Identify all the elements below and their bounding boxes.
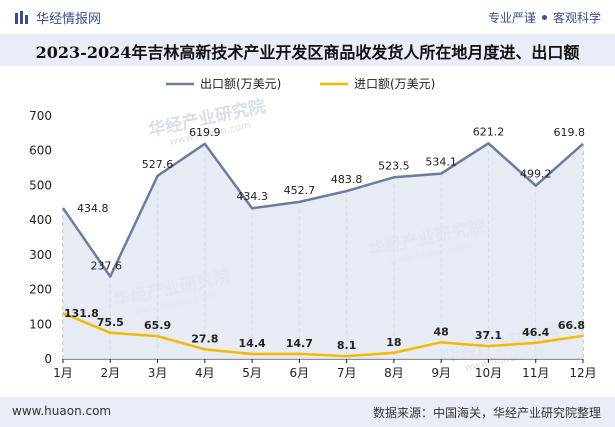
series-group bbox=[61, 142, 584, 359]
y-tick-label: 200 bbox=[29, 283, 52, 297]
export-data-label: 619.9 bbox=[189, 126, 221, 139]
import-data-label: 65.9 bbox=[144, 319, 171, 332]
import-data-label: 131.8 bbox=[64, 307, 99, 320]
separator-dot-icon bbox=[541, 15, 547, 20]
import-data-label: 8.1 bbox=[337, 339, 357, 352]
export-data-label: 237.6 bbox=[91, 260, 123, 273]
import-data-label: 46.4 bbox=[522, 326, 549, 339]
brand-logo-icon bbox=[15, 10, 28, 24]
x-tick-label: 4月 bbox=[195, 366, 215, 380]
x-tick-label: 10月 bbox=[475, 366, 502, 380]
slogan: 专业严谨 客观科学 bbox=[488, 9, 601, 26]
x-tick-label: 7月 bbox=[337, 366, 357, 380]
y-tick-label: 700 bbox=[29, 109, 52, 123]
export-line bbox=[61, 142, 584, 278]
x-tick-label: 2月 bbox=[100, 366, 120, 380]
y-tick-label: 0 bbox=[44, 352, 52, 366]
export-data-label: 434.8 bbox=[77, 202, 109, 215]
title-band: 2023-2024年吉林高新技术产业开发区商品收发货人所在地月度进、出口额 bbox=[0, 34, 615, 66]
x-tick-label: 5月 bbox=[242, 366, 262, 380]
top-bar: 华经情报网 专业严谨 客观科学 bbox=[0, 0, 615, 34]
x-tick-label: 6月 bbox=[290, 366, 310, 380]
export-area bbox=[63, 143, 583, 359]
slogan-right: 客观科学 bbox=[552, 11, 601, 25]
slogan-left: 专业严谨 bbox=[487, 11, 536, 25]
export-data-label: 452.7 bbox=[284, 184, 316, 197]
export-data-label: 534.1 bbox=[425, 156, 457, 169]
brand-name: 华经情报网 bbox=[36, 12, 102, 27]
chart-title: 2023-2024年吉林高新技术产业开发区商品收发货人所在地月度进、出口额 bbox=[35, 43, 580, 62]
import-data-label: 27.8 bbox=[191, 332, 218, 345]
export-data-label: 619.8 bbox=[554, 126, 586, 139]
import-data-label: 14.7 bbox=[286, 337, 313, 350]
export-data-label: 527.6 bbox=[142, 158, 174, 171]
x-tick-label: 11月 bbox=[522, 366, 549, 380]
data-labels: 434.8 237.6 527.6 619.9 434.3 452.7 483.8 523.5… bbox=[64, 125, 585, 352]
footer-source: 数据来源：中国海关，华经产业研究院整理 bbox=[372, 406, 601, 420]
import-data-label: 48 bbox=[434, 325, 449, 338]
legend-label-import: 进口额(万美元) bbox=[354, 77, 435, 91]
x-tick-label: 12月 bbox=[569, 366, 596, 380]
y-tick-label: 300 bbox=[29, 248, 52, 262]
import-data-label: 75.5 bbox=[97, 316, 124, 329]
import-data-label: 37.1 bbox=[475, 329, 502, 342]
line-chart: 华经产业研究院www.huaon.com华经产业研究院www.huaon.com… bbox=[29, 77, 597, 380]
import-data-label: 66.8 bbox=[558, 319, 585, 332]
export-data-label: 499.2 bbox=[520, 168, 552, 181]
import-line bbox=[62, 312, 584, 358]
import-data-label: 14.4 bbox=[239, 337, 266, 350]
x-tick-label: 3月 bbox=[148, 366, 168, 380]
export-data-label: 483.8 bbox=[331, 173, 363, 186]
import-data-label: 18 bbox=[386, 336, 401, 349]
x-tick-label: 1月 bbox=[53, 366, 73, 380]
y-tick-label: 500 bbox=[29, 178, 52, 192]
export-data-label: 434.3 bbox=[236, 190, 268, 203]
brand: 华经情报网 bbox=[14, 8, 101, 27]
y-tick-label: 100 bbox=[29, 317, 52, 331]
export-data-label: 621.2 bbox=[473, 125, 505, 138]
legend: 出口额(万美元) 进口额(万美元) bbox=[166, 77, 435, 91]
footer: www.huaon.com 数据来源：中国海关，华经产业研究院整理 bbox=[0, 397, 615, 427]
legend-label-export: 出口额(万美元) bbox=[200, 77, 281, 91]
x-tick-label: 9月 bbox=[431, 366, 451, 380]
y-tick-label: 400 bbox=[29, 213, 52, 227]
export-data-label: 523.5 bbox=[378, 159, 410, 172]
x-tick-label: 8月 bbox=[384, 366, 404, 380]
y-tick-label: 600 bbox=[29, 144, 52, 158]
footer-site: www.huaon.com bbox=[12, 404, 112, 418]
